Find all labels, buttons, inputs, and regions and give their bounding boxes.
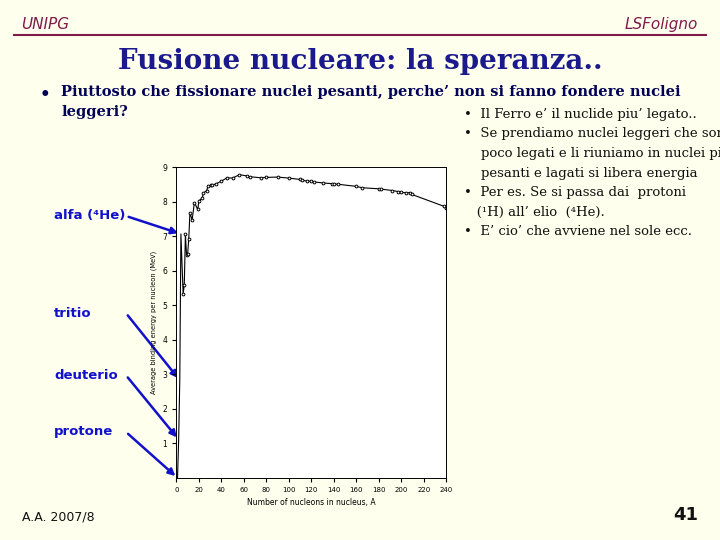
X-axis label: Number of nucleons in nucleus, A: Number of nucleons in nucleus, A — [247, 498, 376, 508]
Text: Piuttosto che fissionare nuclei pesanti, perche’ non si fanno fondere nuclei: Piuttosto che fissionare nuclei pesanti,… — [61, 85, 681, 99]
Text: •: • — [40, 86, 50, 104]
Text: A.A. 2007/8: A.A. 2007/8 — [22, 511, 94, 524]
Text: Fusione nucleare: la speranza..: Fusione nucleare: la speranza.. — [117, 48, 603, 75]
Text: LSFoligno: LSFoligno — [625, 17, 698, 32]
Y-axis label: Average binding energy per nucleon (MeV): Average binding energy per nucleon (MeV) — [150, 251, 157, 394]
Text: protone: protone — [54, 426, 113, 438]
Text: 41: 41 — [673, 506, 698, 524]
Text: leggeri?: leggeri? — [61, 105, 128, 119]
Text: •  Il Ferro e’ il nuclide piu’ legato..
•  Se prendiamo nuclei leggeri che sono
: • Il Ferro e’ il nuclide piu’ legato.. •… — [464, 108, 720, 238]
Text: tritio: tritio — [54, 307, 91, 320]
Text: UNIPG: UNIPG — [22, 17, 70, 32]
Text: alfa (⁴He): alfa (⁴He) — [54, 210, 125, 222]
Text: deuterio: deuterio — [54, 369, 118, 382]
